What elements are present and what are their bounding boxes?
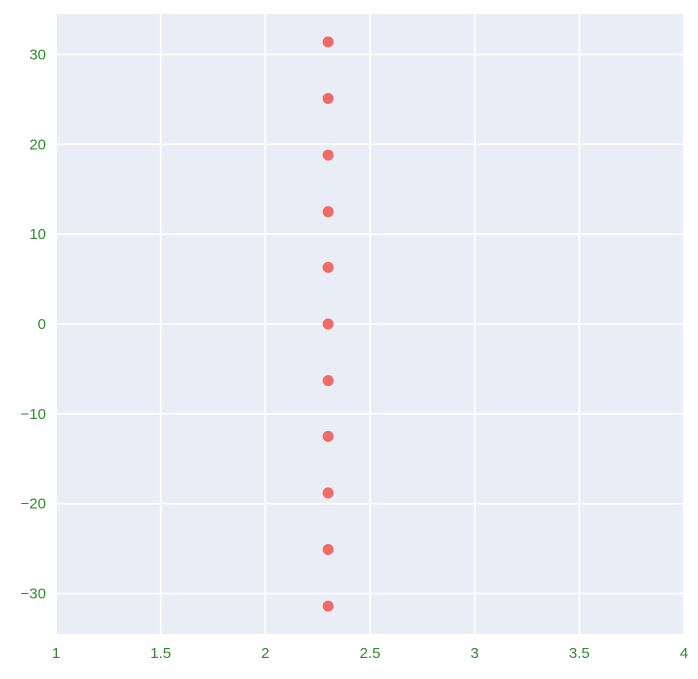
x-tick-label: 1.5 bbox=[150, 645, 171, 662]
y-tick-label: −10 bbox=[21, 406, 46, 423]
scatter-point bbox=[323, 375, 334, 386]
scatter-point bbox=[323, 262, 334, 273]
scatter-point bbox=[323, 487, 334, 498]
scatter-point bbox=[323, 544, 334, 555]
chart-container: 1 1.5 2 2.5 3 3.5 4 −30 −20 −10 0 10 20 30 bbox=[0, 0, 698, 679]
x-tick-label: 3.5 bbox=[569, 645, 590, 662]
scatter-point bbox=[323, 93, 334, 104]
y-tick-label: 0 bbox=[38, 316, 46, 333]
x-tick-label: 2 bbox=[261, 645, 269, 662]
scatter-point bbox=[323, 601, 334, 612]
x-tick-label: 3 bbox=[470, 645, 478, 662]
y-tick-label: 30 bbox=[29, 46, 46, 63]
scatter-point bbox=[323, 150, 334, 161]
scatter-point bbox=[323, 206, 334, 217]
scatter-point bbox=[323, 319, 334, 330]
scatter-point bbox=[323, 36, 334, 47]
y-tick-label: −20 bbox=[21, 496, 46, 513]
x-tick-label: 1 bbox=[52, 645, 60, 662]
y-tick-label: 10 bbox=[29, 226, 46, 243]
x-tick-label: 4 bbox=[680, 645, 688, 662]
x-tick-label: 2.5 bbox=[360, 645, 381, 662]
y-tick-label: 20 bbox=[29, 136, 46, 153]
y-tick-label: −30 bbox=[21, 586, 46, 603]
scatter-point bbox=[323, 431, 334, 442]
